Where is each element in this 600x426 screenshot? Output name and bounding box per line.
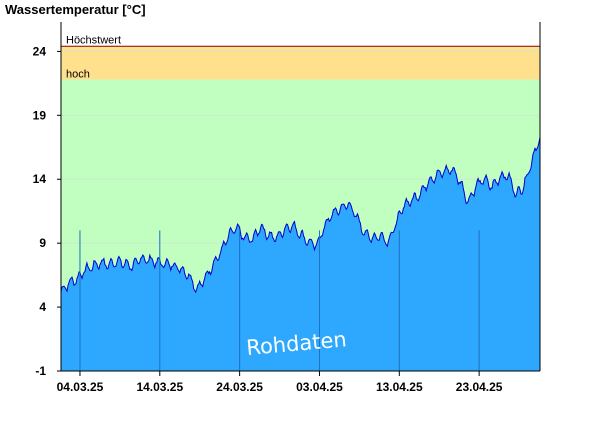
plot-area: Höchstwert hoch 24 19 14 9 4 -1 04.03.25 14.03.25… — [33, 22, 541, 394]
x-tick-label: 13.04.25 — [376, 380, 423, 394]
x-tick-label: 04.03.25 — [57, 380, 104, 394]
zone-above-max — [61, 22, 540, 47]
x-tick-label: 24.03.25 — [216, 380, 263, 394]
y-axis-title: Wassertemperatur [°C] — [5, 2, 146, 17]
y-tick-label: 9 — [39, 236, 46, 250]
y-tick-label: 19 — [33, 108, 47, 122]
zone-label-hoechstwert: Höchstwert — [66, 34, 121, 46]
y-tick-label: -1 — [35, 364, 46, 378]
y-tick-label: 4 — [39, 300, 46, 314]
series-line — [60, 137, 541, 294]
x-tick-label: 23.04.25 — [456, 380, 503, 394]
x-tick-label: 14.03.25 — [136, 380, 183, 394]
y-tick-label: 14 — [33, 172, 47, 186]
zone-label-hoch: hoch — [66, 69, 90, 81]
y-tick-label: 24 — [33, 44, 47, 58]
x-tick-label: 03.04.25 — [296, 380, 343, 394]
